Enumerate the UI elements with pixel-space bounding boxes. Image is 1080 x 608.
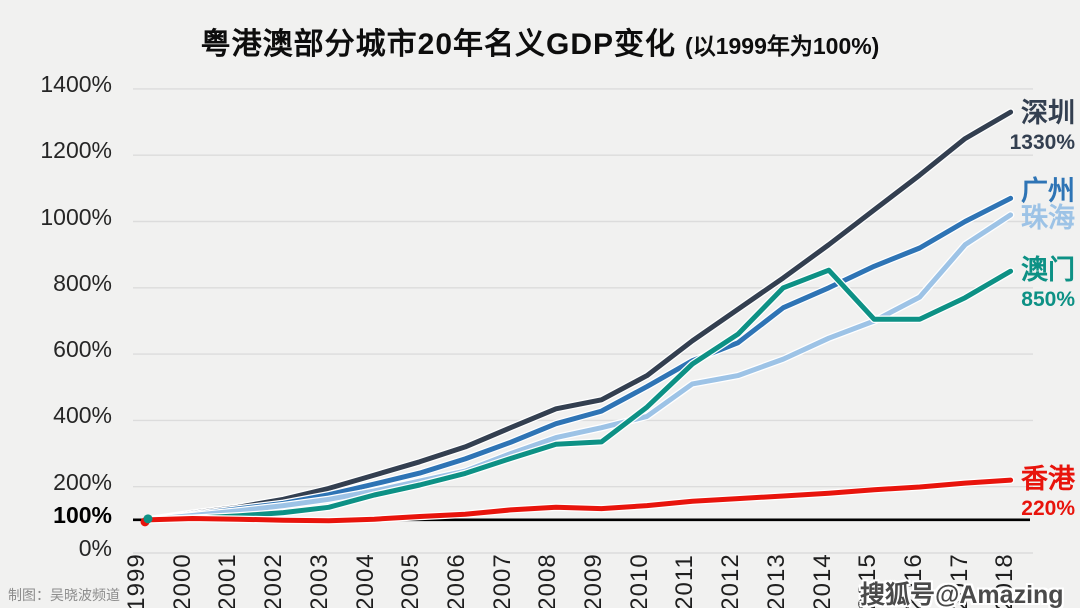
y-tick-800: 800% bbox=[53, 269, 112, 296]
series-name-guangzhou: 广州 bbox=[1021, 176, 1075, 206]
x-tick-2007: 2007 bbox=[488, 553, 516, 608]
line-series-2 bbox=[144, 212, 1014, 523]
line-series-1 bbox=[144, 195, 1014, 523]
y-tick-1000: 1000% bbox=[40, 203, 112, 230]
chart-title: 粤港澳部分城市20年名义GDP变化 (以1999年为100%) bbox=[0, 19, 1080, 63]
series-label-shenzhen: 深圳 1330% bbox=[993, 99, 1075, 154]
series-label-hongkong: 香港 220% bbox=[993, 465, 1075, 520]
series-label-guangzhou: 广州 bbox=[993, 177, 1075, 206]
chart-title-main: 粤港澳部分城市20年名义GDP变化 bbox=[200, 28, 677, 61]
x-tick-2004: 2004 bbox=[351, 553, 379, 608]
series-name-macau: 澳门 bbox=[1021, 255, 1075, 285]
line-halo-3 bbox=[143, 266, 1015, 524]
x-tick-2002: 2002 bbox=[260, 553, 288, 608]
x-tick-2013: 2013 bbox=[762, 553, 790, 608]
x-tick-2005: 2005 bbox=[397, 553, 425, 608]
series-label-zhuhai: 珠海 bbox=[993, 204, 1075, 233]
x-tick-2014: 2014 bbox=[808, 553, 836, 608]
x-tick-2006: 2006 bbox=[442, 553, 470, 608]
x-tick-2008: 2008 bbox=[534, 553, 562, 608]
watermark-text: 搜狐号@Amazing bbox=[860, 581, 1064, 608]
x-tick-1999: 1999 bbox=[123, 553, 150, 608]
y-tick-1400: 1400% bbox=[40, 70, 112, 97]
x-tick-2000: 2000 bbox=[168, 553, 196, 608]
series-name-shenzhen: 深圳 bbox=[1021, 98, 1075, 128]
chart-title-subtitle: (以1999年为100%) bbox=[685, 33, 880, 59]
series-name-hongkong: 香港 bbox=[1021, 464, 1075, 494]
y-tick-1200: 1200% bbox=[40, 137, 112, 164]
y-tick-0: 0% bbox=[78, 535, 112, 561]
x-tick-2001: 2001 bbox=[214, 553, 242, 608]
series-endvalue-macau: 850% bbox=[1021, 288, 1075, 311]
x-tick-2009: 2009 bbox=[580, 553, 607, 608]
y-tick-100: 100% bbox=[53, 501, 112, 528]
line-series-3 bbox=[144, 267, 1014, 523]
start-dot-teal bbox=[143, 514, 153, 524]
x-tick-2010: 2010 bbox=[625, 553, 653, 608]
y-tick-400: 400% bbox=[53, 402, 112, 429]
x-tick-2012: 2012 bbox=[717, 553, 745, 608]
y-tick-200: 200% bbox=[53, 468, 112, 495]
line-series-4 bbox=[144, 477, 1014, 524]
line-series-0 bbox=[144, 109, 1014, 523]
x-tick-2003: 2003 bbox=[305, 553, 333, 608]
x-tick-2011: 2011 bbox=[671, 554, 699, 608]
credit-text: 制图：吴晓波频道 bbox=[8, 587, 120, 603]
series-label-macau: 澳门 850% bbox=[993, 256, 1075, 311]
y-tick-600: 600% bbox=[53, 336, 112, 363]
series-endvalue-shenzhen: 1330% bbox=[1009, 131, 1075, 154]
series-endvalue-hongkong: 220% bbox=[1021, 497, 1075, 520]
line-halo-1 bbox=[143, 194, 1015, 524]
series-name-zhuhai: 珠海 bbox=[1021, 203, 1075, 233]
